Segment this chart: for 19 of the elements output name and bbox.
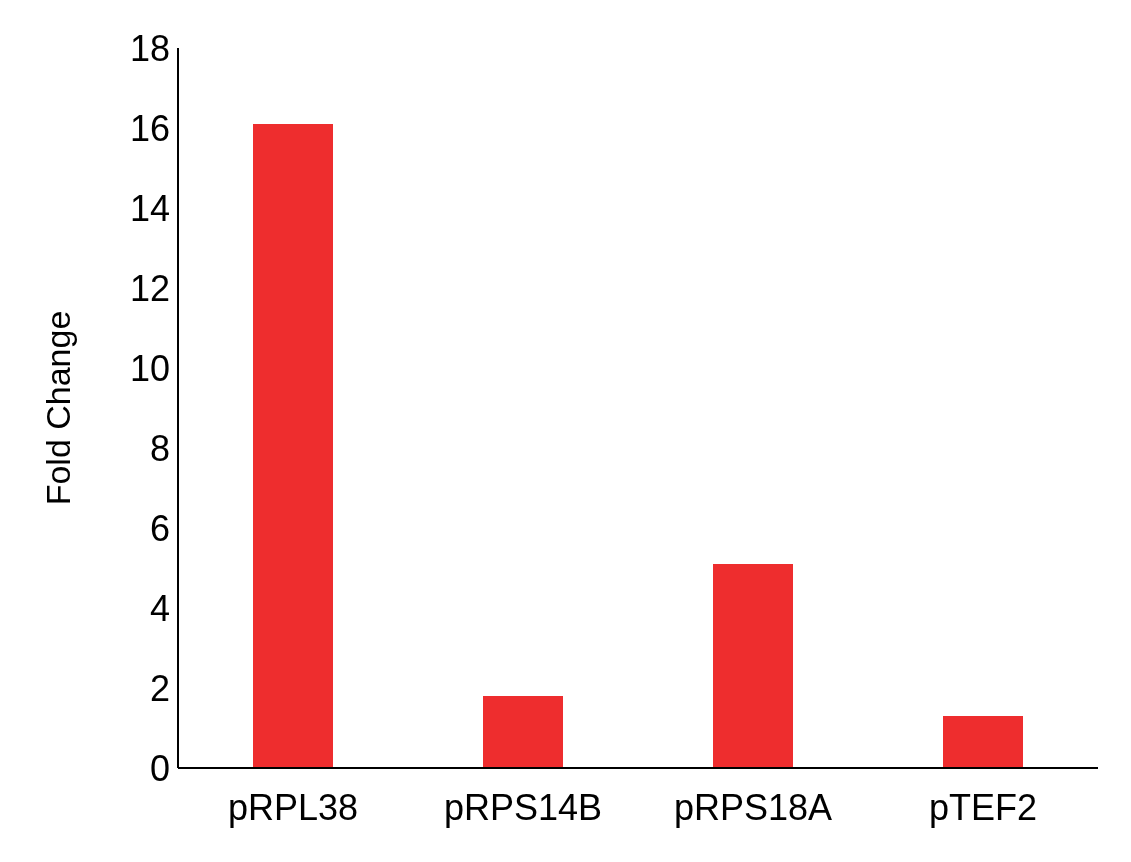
x-tick-label: pRPS18A: [673, 786, 833, 828]
y-tick-label: 4: [149, 587, 170, 629]
y-tick-label: 10: [129, 347, 170, 389]
bar: [713, 564, 793, 768]
x-tick-label: pTEF2: [928, 786, 1038, 828]
bar: [483, 696, 563, 768]
y-tick-label: 6: [149, 507, 170, 549]
x-tick-label: pRPS14B: [443, 786, 603, 828]
y-tick-label: 14: [129, 187, 170, 229]
y-tick-label: 16: [129, 107, 170, 149]
y-tick-label: 2: [149, 667, 170, 709]
y-tick-label: 12: [129, 267, 170, 309]
y-axis-title: Fold Change: [39, 310, 78, 506]
y-tick-label: 0: [149, 747, 170, 789]
y-tick-label: 8: [149, 427, 170, 469]
bar: [253, 124, 333, 768]
x-tick-label: pRPL38: [227, 786, 359, 828]
y-tick-label: 18: [129, 27, 170, 69]
bar: [943, 716, 1023, 768]
